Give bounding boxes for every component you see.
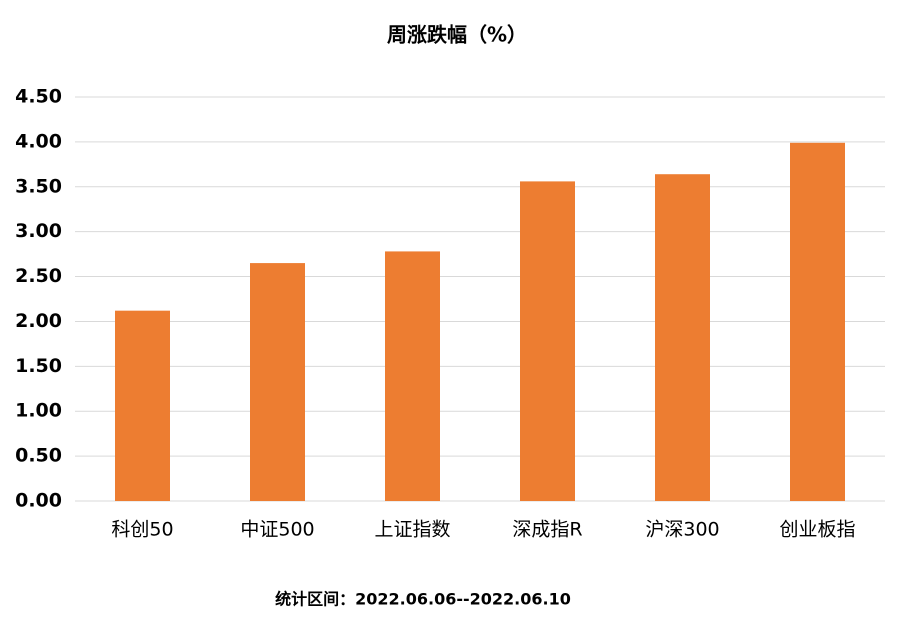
- x-tick-label: 沪深300: [645, 519, 719, 541]
- bar: [115, 310, 170, 501]
- footnote: 统计区间：2022.06.06--2022.06.10: [275, 590, 571, 609]
- bar: [520, 181, 575, 501]
- y-tick-label: 2.00: [15, 310, 62, 332]
- y-tick-label: 3.50: [15, 175, 62, 197]
- y-tick-label: 2.50: [15, 265, 62, 287]
- y-tick-label: 1.00: [15, 400, 62, 422]
- bar: [655, 174, 710, 501]
- y-tick-label: 4.50: [15, 86, 62, 108]
- y-tick-label: 4.00: [15, 130, 62, 152]
- bar: [790, 142, 845, 501]
- x-tick-label: 科创50: [111, 519, 173, 541]
- y-tick-label: 1.50: [15, 355, 62, 377]
- y-tick-label: 0.00: [15, 490, 62, 512]
- x-tick-label: 创业板指: [779, 519, 855, 541]
- x-tick-label: 上证指数: [374, 519, 450, 541]
- chart-title: 周涨跌幅（%）: [387, 23, 527, 47]
- bar: [385, 251, 440, 501]
- x-tick-label: 深成指R: [512, 519, 582, 541]
- y-tick-label: 3.00: [15, 220, 62, 242]
- bar: [250, 263, 305, 501]
- y-tick-label: 0.50: [15, 445, 62, 467]
- x-tick-label: 中证500: [240, 519, 314, 541]
